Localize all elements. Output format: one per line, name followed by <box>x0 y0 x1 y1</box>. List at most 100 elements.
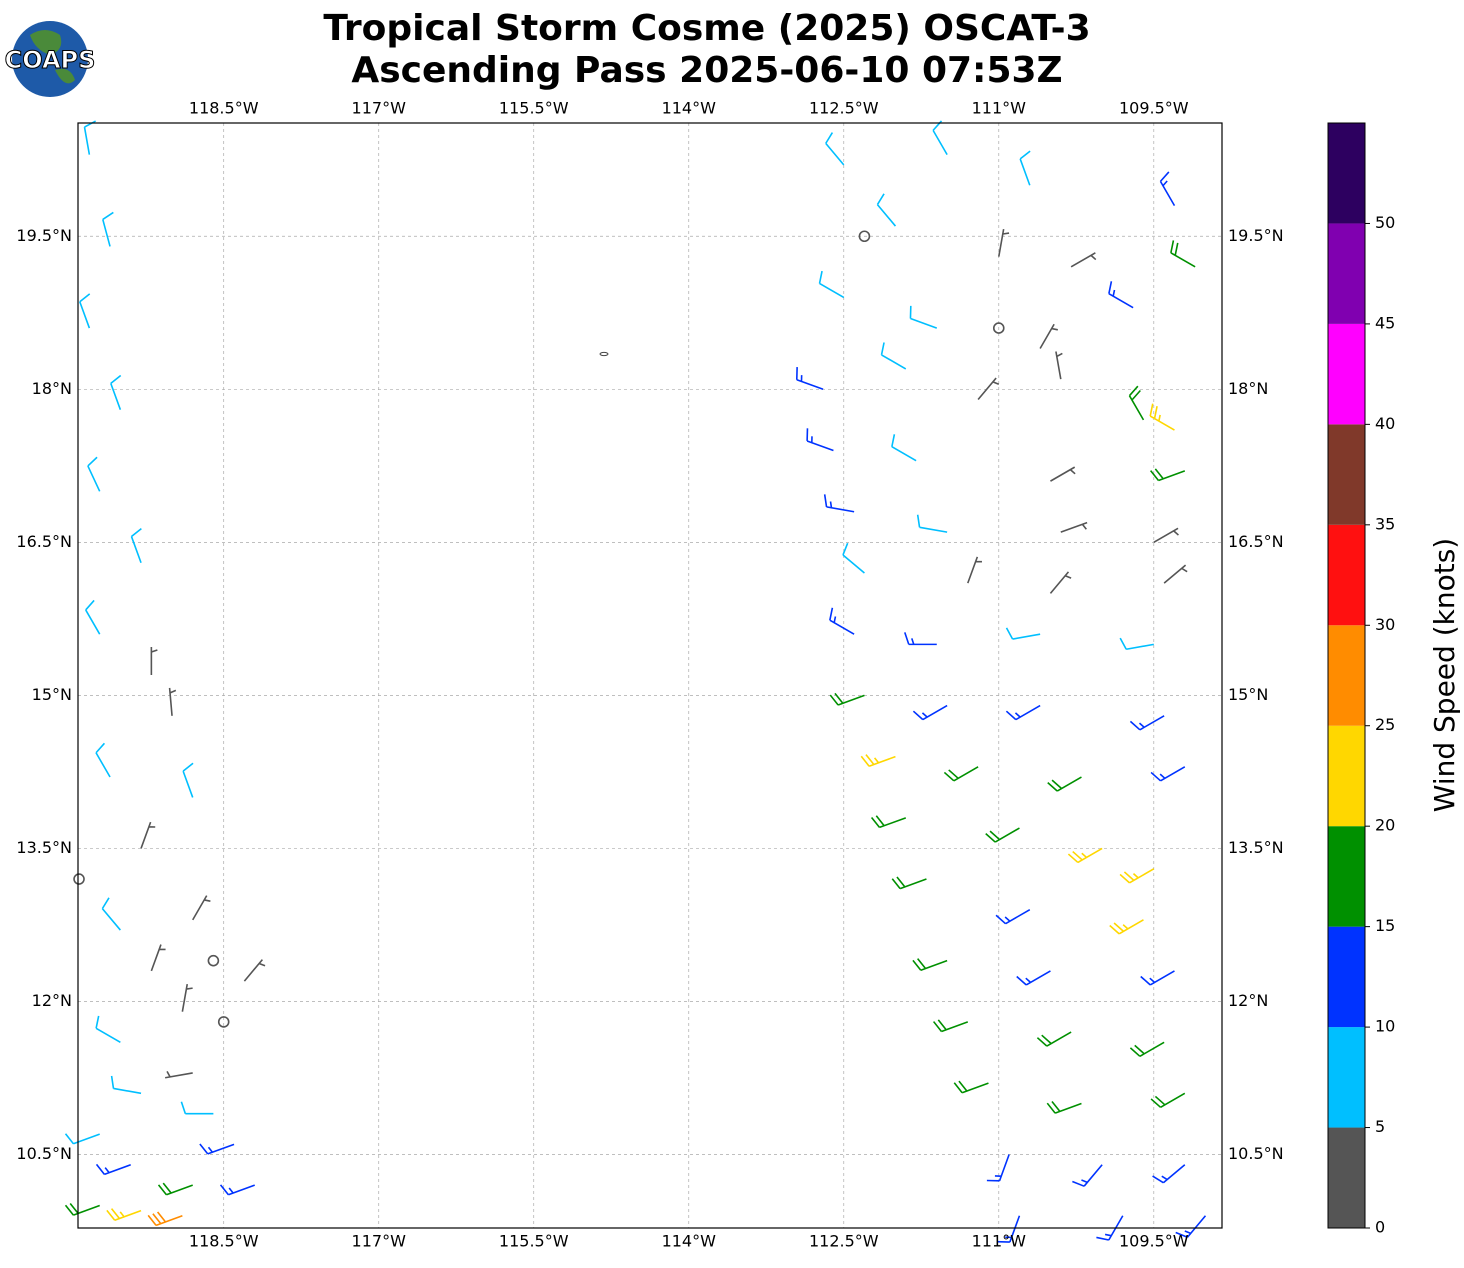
wind-barb <box>140 821 156 849</box>
y-tick-label: 13.5°N <box>1228 838 1284 857</box>
colorbar-segment <box>1328 1027 1365 1128</box>
wind-barb <box>1150 766 1186 782</box>
wind-barb <box>79 293 91 329</box>
colorbar-tick-label: 0 <box>1375 1218 1385 1237</box>
colorbar-segment <box>1328 625 1365 726</box>
wind-barb <box>912 704 948 721</box>
wind-barb <box>110 1075 142 1095</box>
wind-barb <box>932 1019 969 1033</box>
wind-barb <box>147 1211 183 1227</box>
wind-barb <box>943 766 979 782</box>
wind-barb <box>219 1184 255 1196</box>
wind-barb <box>150 944 166 972</box>
wind-barb <box>977 377 1000 401</box>
colorbar-segment <box>1328 1127 1365 1228</box>
x-tick-label: 117°W <box>352 1232 407 1251</box>
wind-barb <box>891 876 927 890</box>
wind-barb <box>880 342 907 370</box>
colorbar-segment <box>1328 826 1365 927</box>
map-frame <box>77 122 1223 1229</box>
y-tick-label: 15°N <box>32 685 72 704</box>
wind-barb <box>891 434 917 462</box>
wind-barb <box>95 742 111 778</box>
wind-barb <box>829 692 865 706</box>
wind-barb <box>876 193 897 227</box>
x-tick-label: 109.5°W <box>1119 1232 1189 1251</box>
wind-barb <box>1140 970 1175 986</box>
y-tick-label: 10.5°N <box>1228 1144 1284 1163</box>
colorbar-segment <box>1328 323 1365 425</box>
wind-barb <box>1128 385 1145 421</box>
y-tick-label: 19.5°N <box>16 226 72 245</box>
wind-barb <box>1119 868 1155 884</box>
wind-barb <box>1108 281 1134 309</box>
colorbar-tick-label: 25 <box>1375 715 1395 734</box>
wind-barb <box>164 1070 193 1079</box>
wind-barb <box>106 1208 142 1221</box>
calm-barb <box>217 1016 230 1028</box>
y-tick-label: 18°N <box>32 379 72 398</box>
colorbar-label: Wind Speed (knots) <box>1428 538 1461 812</box>
wind-barb <box>95 1015 121 1043</box>
wind-barb <box>110 374 122 410</box>
wind-barb <box>909 305 938 329</box>
x-tick-label: 118.5°W <box>189 1232 259 1251</box>
wind-barb <box>1049 571 1072 594</box>
wind-barb <box>995 908 1031 925</box>
wind-barb <box>829 607 855 635</box>
logo-text: COAPS <box>5 46 96 74</box>
wind-barb <box>1163 564 1188 584</box>
x-tick-label: 118.5°W <box>189 99 259 118</box>
colorbar-tick-label: 50 <box>1375 213 1395 232</box>
colorbar-segment <box>1328 524 1365 626</box>
wind-barb <box>95 1163 131 1176</box>
wind-barb <box>1016 970 1051 986</box>
wind-barb <box>1060 521 1088 533</box>
colorbar-segment <box>1328 123 1365 224</box>
x-tick-label: 112.5°W <box>809 99 879 118</box>
wind-barb <box>83 120 97 155</box>
wind-barb <box>1149 468 1186 482</box>
wind-barb <box>823 494 855 513</box>
wind-barb <box>870 815 907 829</box>
y-tick-label: 18°N <box>1228 379 1268 398</box>
calm-barb <box>858 230 871 243</box>
wind-barb <box>1067 847 1103 864</box>
colorbar: 0 5 10 15 20 25 30 35 40 45 50 <box>1327 122 1395 1237</box>
title-line: Ascending Pass 2025-06-10 07:53Z <box>351 50 1062 91</box>
colorbar-segment <box>1328 424 1365 525</box>
wind-barb <box>985 827 1020 843</box>
colorbar-tick-label: 10 <box>1375 1017 1395 1036</box>
x-tick-label: 109.5°W <box>1119 99 1189 118</box>
wind-barb <box>953 1080 989 1094</box>
colorbar-tick-label: 30 <box>1375 615 1395 634</box>
wind-barb <box>806 428 834 452</box>
wind-barb <box>168 687 177 716</box>
wind-barb <box>825 132 845 166</box>
colorbar-tick-label: 40 <box>1375 414 1395 433</box>
wind-barb <box>997 228 1010 257</box>
wind-barb <box>1072 1164 1103 1187</box>
wind-barb <box>932 120 948 156</box>
colorbar-segment <box>1328 926 1365 1028</box>
wind-barb <box>199 1143 235 1155</box>
wind-barb <box>912 958 948 972</box>
x-tick-label: 111°W <box>972 99 1027 118</box>
colorbar-frame <box>1327 122 1366 1229</box>
wind-barb <box>1005 627 1041 640</box>
y-tick-label: 16.5°N <box>16 532 72 551</box>
wind-barb <box>64 1203 100 1216</box>
wind-barb <box>1153 527 1179 544</box>
colorbar-segment <box>1328 223 1365 324</box>
x-tick-label: 115.5°W <box>499 1232 569 1251</box>
calm-barb <box>992 322 1005 334</box>
wind-barb <box>1175 1215 1207 1238</box>
wind-barb <box>1152 1164 1186 1184</box>
wind-barb <box>102 211 114 247</box>
wind-barb <box>1070 252 1097 268</box>
wind-barb <box>130 527 142 564</box>
wind-barb <box>192 895 211 921</box>
plot <box>64 120 1222 1243</box>
wind-barb <box>180 1101 214 1115</box>
